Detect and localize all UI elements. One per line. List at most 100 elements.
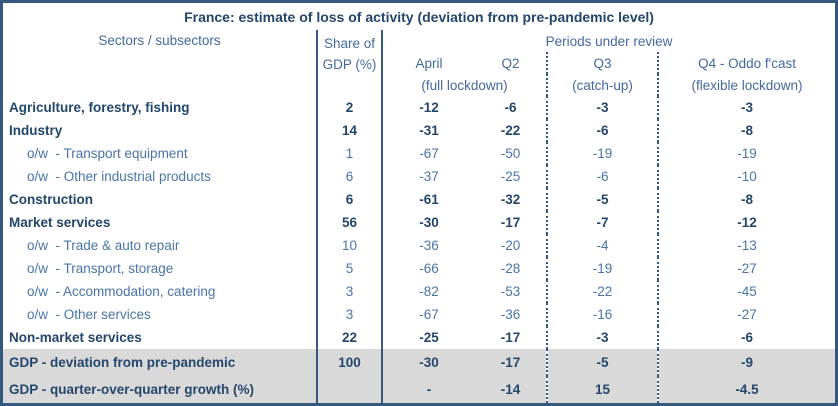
row-q4-value: -6	[656, 326, 835, 349]
row-q4-value: -10	[656, 165, 835, 188]
row-q4-value: -13	[656, 234, 835, 257]
share-header-line2: GDP (%)	[322, 57, 377, 72]
header-row-subtitles: (full lockdown) (catch-up) (flexible loc…	[3, 74, 835, 96]
row-q4-value: -4.5	[656, 376, 835, 403]
row-q4-value: -12	[656, 211, 835, 234]
row-q2-value: -17	[500, 330, 521, 345]
row-q3-value: -5	[546, 188, 658, 211]
row-april-value: -61	[419, 192, 439, 207]
row-q2-value: -17	[475, 349, 547, 376]
row-april-value: -66	[419, 261, 439, 276]
table-body: Agriculture, forestry, fishing 2 -12 -6 …	[3, 96, 835, 403]
row-share-gdp-value: 10	[316, 234, 383, 257]
row-q2-value: -17	[500, 215, 521, 230]
row-share-gdp-value: 2	[316, 96, 383, 119]
table-row: o/w - Transport, storage 5 -66 -28 -19 -…	[3, 257, 835, 280]
row-q3-value: -19	[546, 257, 658, 280]
row-april-value: -67	[419, 146, 439, 161]
row-q4-value: -27	[656, 257, 835, 280]
row-april-value: -82	[419, 284, 439, 299]
row-q3-value: 15	[546, 376, 658, 403]
table-row: o/w - Trade & auto repair 10 -36 -20 -4 …	[3, 234, 835, 257]
row-q2-value: -20	[500, 238, 521, 253]
row-q3-value: -16	[546, 303, 658, 326]
column-header-q2: Q2	[501, 55, 520, 71]
row-q2-value: -22	[500, 123, 521, 138]
row-label: Market services	[9, 215, 111, 230]
row-april-value: -30	[382, 349, 475, 376]
row-q4-value: -8	[656, 119, 835, 142]
row-share-gdp-value: 56	[316, 211, 383, 234]
row-q4-value: -19	[656, 142, 835, 165]
row-label: o/w - Transport equipment	[27, 146, 188, 161]
row-label: o/w - Other services	[27, 307, 151, 322]
row-q3-value: -6	[546, 119, 658, 142]
row-q2-value: -14	[475, 376, 547, 403]
row-q3-value: -19	[546, 142, 658, 165]
row-label: o/w - Trade & auto repair	[27, 238, 180, 253]
row-april-value: -37	[419, 169, 439, 184]
table-row: o/w - Transport equipment 1 -67 -50 -19 …	[3, 142, 835, 165]
activity-table: France: estimate of loss of activity (de…	[3, 3, 835, 403]
row-share-gdp-value: 3	[316, 303, 383, 326]
subheader-full-lockdown: (full lockdown)	[421, 77, 508, 93]
column-group-header-periods: Periods under review	[545, 33, 673, 49]
row-april-value: -30	[419, 215, 439, 230]
table-row: Industry 14 -31 -22 -6 -8	[3, 119, 835, 142]
table-row: o/w - Other services 3 -67 -36 -16 -27	[3, 303, 835, 326]
row-april-value: -67	[419, 307, 439, 322]
row-q3-value: -4	[546, 234, 658, 257]
row-label: Agriculture, forestry, fishing	[9, 100, 190, 115]
row-q4-value: -3	[656, 96, 835, 119]
row-q3-value: -7	[546, 211, 658, 234]
row-share-gdp-value: 6	[316, 188, 383, 211]
share-header-line1: Share of	[323, 36, 376, 51]
table-row: Market services 56 -30 -17 -7 -12	[3, 211, 835, 234]
row-share-gdp-value: 22	[316, 326, 383, 349]
row-label: o/w - Transport, storage	[27, 261, 174, 276]
table-row: o/w - Other industrial products 6 -37 -2…	[3, 165, 835, 188]
table-row: GDP - quarter-over-quarter growth (%) - …	[3, 376, 835, 403]
row-q3-value: -3	[546, 326, 658, 349]
row-label: o/w - Other industrial products	[27, 169, 211, 184]
column-header-share-gdp: Share of GDP (%)	[316, 30, 383, 96]
row-q2-value: -28	[500, 261, 521, 276]
row-q4-value: -27	[656, 303, 835, 326]
row-april-value: -36	[419, 238, 439, 253]
row-label: Construction	[9, 192, 93, 207]
subheader-catch-up: (catch-up)	[546, 74, 658, 96]
row-q3-value: -3	[546, 96, 658, 119]
row-q4-value: -9	[656, 349, 835, 376]
row-q3-value: -6	[546, 165, 658, 188]
row-q3-value: -22	[546, 280, 658, 303]
table-row: o/w - Accommodation, catering 3 -82 -53 …	[3, 280, 835, 303]
row-share-gdp-value: 6	[316, 165, 383, 188]
row-share-gdp-value: 100	[316, 349, 383, 376]
row-share-gdp-value: 1	[316, 142, 383, 165]
row-share-gdp-value	[316, 376, 383, 403]
row-q2-value: -32	[500, 192, 521, 207]
row-label: o/w - Accommodation, catering	[27, 284, 216, 299]
column-header-q4: Q4 - Oddo f'cast	[656, 52, 835, 74]
row-april-value: -12	[419, 100, 439, 115]
subheader-flexible-lockdown: (flexible lockdown)	[656, 74, 835, 96]
header-row-periods: April Q2 Q3 Q4 - Oddo f'cast	[3, 52, 835, 74]
row-share-gdp-value: 5	[316, 257, 383, 280]
column-header-sectors: Sectors / subsectors	[98, 33, 221, 48]
row-q4-value: -45	[656, 280, 835, 303]
table-row: GDP - deviation from pre-pandemic 100 -3…	[3, 349, 835, 376]
column-header-q3: Q3	[546, 52, 658, 74]
column-header-april: April	[415, 55, 443, 71]
row-q2-value: -53	[500, 284, 521, 299]
title-row: France: estimate of loss of activity (de…	[3, 3, 835, 30]
row-q2-value: -25	[500, 169, 521, 184]
header-row-groups: Sectors / subsectors Share of GDP (%) Per…	[3, 30, 835, 96]
table-row: Construction 6 -61 -32 -5 -8	[3, 188, 835, 211]
row-q3-value: -5	[546, 349, 658, 376]
table-row: Non-market services 22 -25 -17 -3 -6	[3, 326, 835, 349]
row-q2-value: -50	[500, 146, 521, 161]
table-row: Agriculture, forestry, fishing 2 -12 -6 …	[3, 96, 835, 119]
row-april-value: -25	[419, 330, 439, 345]
row-april-value: -31	[419, 123, 439, 138]
